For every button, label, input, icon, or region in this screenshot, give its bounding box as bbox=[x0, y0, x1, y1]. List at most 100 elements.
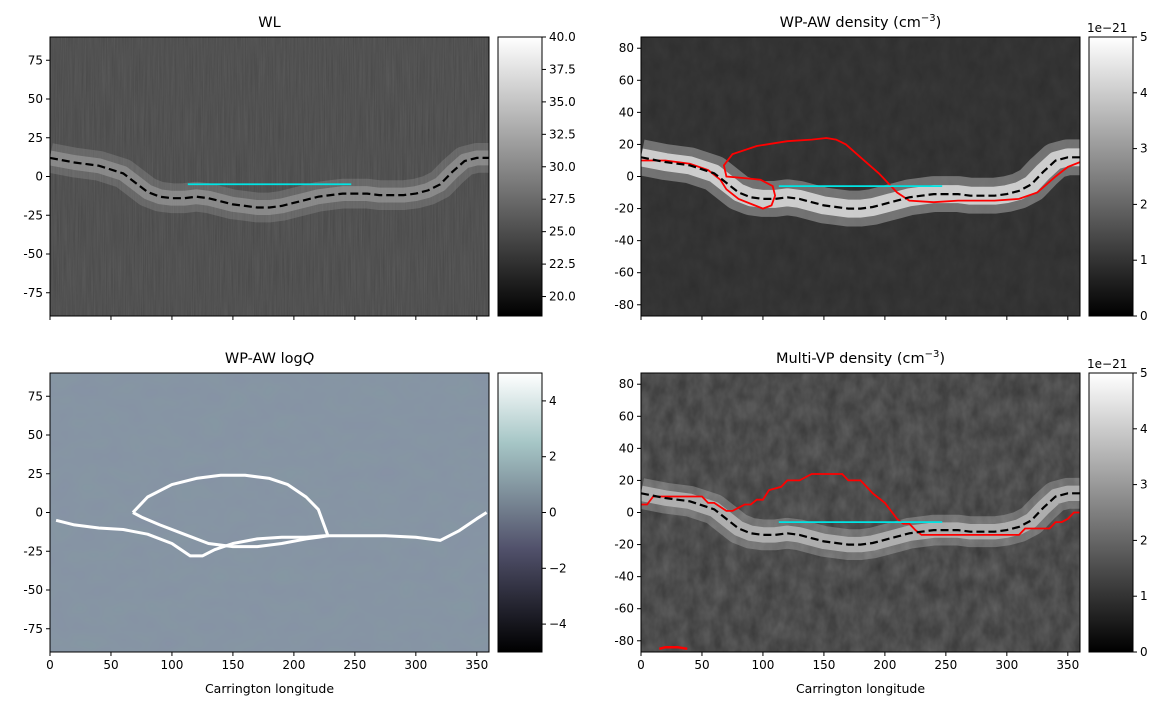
q-contour-line bbox=[55, 511, 488, 558]
x-tick-label: 50 bbox=[103, 658, 118, 672]
y-tick-label: -25 bbox=[23, 544, 43, 558]
colorbar-tick-label: 2 bbox=[1140, 197, 1148, 211]
heatmap-texture bbox=[50, 373, 489, 652]
y-tick-label: 75 bbox=[28, 389, 43, 403]
y-tick-label: 50 bbox=[28, 92, 43, 106]
y-tick-label: 80 bbox=[619, 377, 634, 391]
panel-wl: -75 -50 -25 0 25 50 75 WL 20.0 22.5 25.0 27.5 30.0 32… bbox=[23, 15, 576, 320]
x-tick-label: 100 bbox=[751, 658, 774, 672]
x-tick-label: 50 bbox=[694, 658, 709, 672]
y-tick-label: 20 bbox=[619, 137, 634, 151]
x-tick-label: 0 bbox=[637, 658, 645, 672]
y-tick-label: 25 bbox=[28, 467, 43, 481]
colorbar-tick-label: 5 bbox=[1140, 366, 1148, 380]
x-tick-label: 150 bbox=[812, 658, 835, 672]
x-tick-label: 100 bbox=[160, 658, 183, 672]
plot-area-wpaw_logq bbox=[50, 373, 489, 652]
colorbar-offset-label: 1e−21 bbox=[1087, 357, 1127, 371]
y-tick-label: -20 bbox=[614, 538, 634, 552]
y-tick-label: -40 bbox=[614, 570, 634, 584]
colorbar-tick-label: 0 bbox=[1140, 309, 1148, 323]
colorbar-tick-label: 1 bbox=[1140, 589, 1148, 603]
y-tick-label: 40 bbox=[619, 441, 634, 455]
panel-title: WP-AW density (cm−3) bbox=[780, 13, 942, 31]
x-tick-label: 150 bbox=[221, 658, 244, 672]
colorbar-tick-label: 2 bbox=[1140, 533, 1148, 547]
colorbar bbox=[497, 36, 543, 317]
plot-area-wpaw_density bbox=[641, 37, 1080, 316]
panel-title: WP-AW logQ bbox=[225, 351, 314, 367]
y-tick-label: -40 bbox=[614, 234, 634, 248]
colorbar-tick-label: 30.0 bbox=[549, 160, 576, 174]
y-tick-label: -75 bbox=[23, 622, 43, 636]
x-tick-label: 300 bbox=[404, 658, 427, 672]
colorbar-tick-label: 3 bbox=[1140, 142, 1148, 156]
colorbar-tick-label: −2 bbox=[549, 561, 567, 575]
y-tick-label: 25 bbox=[28, 131, 43, 145]
x-tick-label: 200 bbox=[282, 658, 305, 672]
panel-title: Multi-VP density (cm−3) bbox=[776, 349, 945, 367]
x-tick-label: 0 bbox=[46, 658, 54, 672]
y-tick-label: -80 bbox=[614, 298, 634, 312]
red-contour-line bbox=[641, 137, 1080, 210]
x-tick-label: 300 bbox=[995, 658, 1018, 672]
x-axis-label: Carrington longitude bbox=[205, 681, 334, 696]
panel-multivp_density: 0 50 100 150 200 250 300 350-80-60-40-200204060… bbox=[614, 349, 1147, 696]
x-tick-label: 250 bbox=[343, 658, 366, 672]
dashed-boundary-line bbox=[50, 156, 489, 209]
x-tick-label: 350 bbox=[1056, 658, 1079, 672]
y-tick-label: -25 bbox=[23, 208, 43, 222]
colorbar-tick-label: 4 bbox=[549, 394, 557, 408]
dashed-boundary-line bbox=[641, 492, 1080, 546]
y-tick-label: -80 bbox=[614, 634, 634, 648]
y-tick-label: 40 bbox=[619, 105, 634, 119]
plot-area-wl bbox=[50, 37, 489, 316]
colorbar-tick-label: 32.5 bbox=[549, 127, 576, 141]
colorbar bbox=[497, 372, 543, 653]
colorbar-tick-label: 40.0 bbox=[549, 30, 576, 44]
q-contour-loop bbox=[131, 473, 330, 549]
colorbar-tick-label: 0 bbox=[549, 506, 557, 520]
y-tick-label: -50 bbox=[23, 583, 43, 597]
colorbar-tick-label: 37.5 bbox=[549, 62, 576, 76]
colorbar-tick-label: −4 bbox=[549, 617, 567, 631]
y-tick-label: 0 bbox=[35, 506, 43, 520]
red-contour-line bbox=[641, 473, 1080, 536]
colorbar-tick-label: 20.0 bbox=[549, 290, 576, 304]
panel-wpaw_logq: 0 50 100 150 200 250 300 350 -75 -50 -25 0 25 50 75 WP-… bbox=[23, 351, 566, 696]
colorbar-tick-label: 1 bbox=[1140, 253, 1148, 267]
x-axis-label: Carrington longitude bbox=[796, 681, 925, 696]
y-tick-label: -60 bbox=[614, 266, 634, 280]
colorbar-tick-label: 5 bbox=[1140, 30, 1148, 44]
colorbar-tick-label: 0 bbox=[1140, 645, 1148, 659]
panel-title: WL bbox=[258, 15, 280, 31]
y-tick-label: 0 bbox=[35, 170, 43, 184]
x-tick-label: 200 bbox=[873, 658, 896, 672]
y-tick-label: 60 bbox=[619, 73, 634, 87]
red-artifact-line bbox=[658, 645, 688, 651]
colorbar-tick-label: 22.5 bbox=[549, 257, 576, 271]
colorbar-tick-label: 4 bbox=[1140, 86, 1148, 100]
colorbar-offset-label: 1e−21 bbox=[1087, 21, 1127, 35]
colorbar-tick-label: 27.5 bbox=[549, 192, 576, 206]
colorbar-tick-label: 25.0 bbox=[549, 225, 576, 239]
y-tick-label: 60 bbox=[619, 409, 634, 423]
colorbar bbox=[1088, 372, 1134, 653]
y-tick-label: 20 bbox=[619, 473, 634, 487]
plot-area-multivp_density bbox=[641, 373, 1080, 652]
colorbar-tick-label: 35.0 bbox=[549, 95, 576, 109]
y-tick-label: 0 bbox=[626, 170, 634, 184]
dashed-boundary-line bbox=[641, 156, 1080, 210]
colorbar bbox=[1088, 36, 1134, 317]
y-tick-label: 0 bbox=[626, 506, 634, 520]
y-tick-label: 50 bbox=[28, 428, 43, 442]
y-tick-label: 75 bbox=[28, 53, 43, 67]
colorbar-tick-label: 3 bbox=[1140, 478, 1148, 492]
y-tick-label: -50 bbox=[23, 247, 43, 261]
x-tick-label: 250 bbox=[934, 658, 957, 672]
x-tick-label: 350 bbox=[465, 658, 488, 672]
y-tick-label: -75 bbox=[23, 286, 43, 300]
colorbar-tick-label: 2 bbox=[549, 450, 557, 464]
colorbar-tick-label: 4 bbox=[1140, 422, 1148, 436]
